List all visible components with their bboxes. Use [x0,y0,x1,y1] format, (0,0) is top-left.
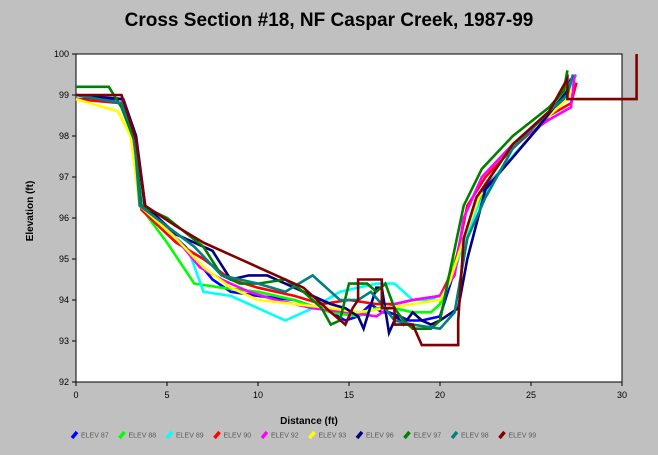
y-axis-label: Elevation (ft) [25,181,36,242]
legend-swatch [70,430,79,440]
y-tick-label: 95 [59,254,69,264]
legend-swatch [498,430,506,440]
x-tick-label: 30 [617,390,627,400]
legend-label: ELEV 88 [129,433,157,440]
x-tick-label: 15 [344,390,354,400]
legend-label: ELEV 97 [414,433,442,440]
x-tick-label: 0 [73,390,78,400]
x-tick-label: 25 [526,390,536,400]
legend-label: ELEV 98 [461,433,489,440]
legend-swatch [165,430,174,440]
y-tick-label: 98 [59,131,69,141]
x-axis-ticks: 0 5 10 15 20 25 30 [73,382,627,400]
legend-swatch [260,430,269,440]
y-tick-label: 96 [59,213,69,223]
y-tick-label: 97 [59,172,69,182]
legend: ELEV 87 ELEV 88 ELEV 89 ELEV 90 ELEV 92 ELEV … [70,430,537,440]
series-line-elev-97 [76,70,569,331]
series-line-elev-99 [76,54,638,347]
chart-title: Cross Section #18, NF Caspar Creek, 1987… [124,10,534,31]
legend-label: ELEV 87 [81,433,109,440]
legend-swatch [118,430,126,440]
x-tick-label: 5 [164,390,169,400]
legend-label: ELEV 93 [319,433,347,440]
x-tick-label: 10 [253,390,263,400]
legend-label: ELEV 99 [509,433,537,440]
legend-swatch [213,430,221,440]
y-tick-label: 99 [59,90,69,100]
legend-label: ELEV 89 [176,433,204,440]
y-axis-ticks: 92 93 94 95 96 97 98 99 100 [54,49,76,387]
series-line-elev-96 [75,90,569,338]
legend-swatch [450,430,459,440]
legend-label: ELEV 96 [366,433,394,440]
y-tick-label: 94 [59,295,69,305]
x-axis-label: Distance (ft) [280,416,338,427]
y-tick-label: 100 [54,49,69,59]
legend-swatch [308,430,316,440]
y-tick-label: 93 [59,336,69,346]
legend-swatch [403,430,411,440]
legend-label: ELEV 92 [271,433,299,440]
series-layer [75,54,638,347]
y-tick-label: 92 [59,377,69,387]
legend-label: ELEV 90 [224,433,252,440]
x-tick-label: 20 [435,390,445,400]
legend-swatch [355,430,364,440]
